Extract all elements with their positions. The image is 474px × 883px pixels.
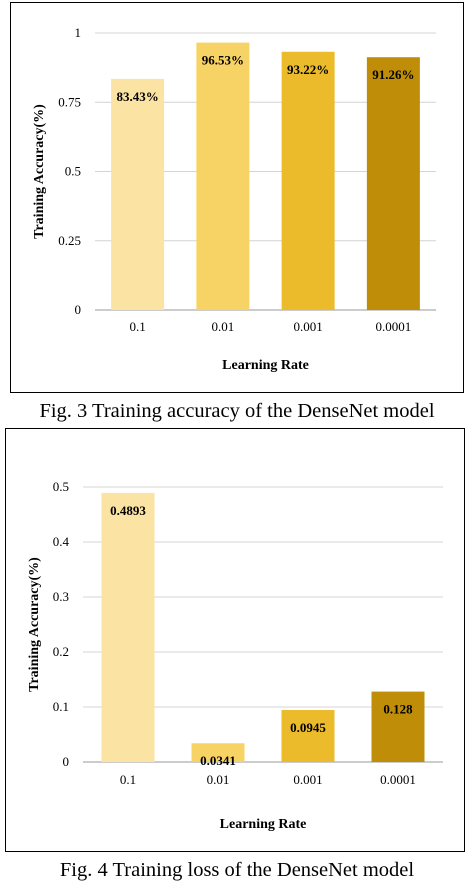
bar-0.001: [281, 51, 335, 310]
x-tick-label: 0.0001: [380, 772, 416, 787]
data-label: 83.43%: [117, 89, 159, 104]
x-tick-label: 0.1: [130, 319, 146, 334]
x-tick-label: 0.0001: [376, 319, 412, 334]
x-tick-label: 0.001: [293, 772, 322, 787]
bar-0.0001: [371, 691, 425, 762]
y-tick-label: 0.2: [53, 644, 69, 659]
data-label: 0.0945: [290, 720, 326, 735]
x-axis-title: Learning Rate: [220, 817, 307, 832]
y-tick-label: 0: [75, 302, 82, 317]
data-label: 0.128: [383, 702, 413, 717]
y-axis-title: Training Accuracy(%): [27, 557, 42, 692]
y-tick-label: 0.5: [65, 164, 81, 179]
y-tick-label: 0.5: [53, 479, 69, 494]
bar-0.01: [196, 42, 250, 310]
y-axis-title: Training Accuracy(%): [32, 104, 47, 239]
x-tick-label: 0.1: [120, 772, 136, 787]
bar-0.1: [111, 78, 165, 311]
chart-1-frame: 0 0.25 0.5 0.75 1 83.43% 0.1 96.53% 0.01 93.22% 0.…: [10, 2, 464, 393]
data-label: 96.53%: [202, 53, 244, 68]
x-tick-label: 0.01: [212, 319, 235, 334]
chart-2-frame: 0 0.1 0.2 0.3 0.4 0.5 0.4893 0.1 0.0341 0.01 0.094…: [5, 428, 465, 852]
x-axis-title: Learning Rate: [222, 358, 309, 373]
bar-0.0001: [366, 57, 420, 310]
bar-0.001: [281, 710, 335, 762]
figure-4-caption: Fig. 4 Training loss of the DenseNet mod…: [59, 859, 415, 881]
y-tick-label: 0.1: [53, 699, 69, 714]
loss-bar-chart: 0 0.1 0.2 0.3 0.4 0.5 0.4893 0.1 0.0341 0.01 0.094…: [27, 479, 443, 832]
data-label: 0.0341: [200, 753, 236, 768]
y-tick-label: 0.25: [58, 233, 81, 248]
data-label: 91.26%: [372, 67, 414, 82]
data-label: 93.22%: [287, 62, 329, 77]
bar-0.01: [191, 743, 245, 762]
bar-0.1: [101, 492, 155, 762]
data-label: 0.4893: [110, 503, 146, 518]
y-tick-label: 1: [75, 25, 82, 40]
y-tick-label: 0.4: [53, 534, 70, 549]
figure-3-caption: Fig. 3 Training accuracy of the DenseNet…: [39, 400, 435, 422]
y-tick-label: 0: [63, 754, 70, 769]
x-tick-label: 0.001: [294, 319, 323, 334]
accuracy-bar-chart: 0 0.25 0.5 0.75 1 83.43% 0.1 96.53% 0.01 93.22% 0.…: [32, 25, 436, 373]
x-tick-label: 0.01: [207, 772, 230, 787]
y-tick-label: 0.3: [53, 589, 69, 604]
y-tick-label: 0.75: [58, 94, 81, 109]
